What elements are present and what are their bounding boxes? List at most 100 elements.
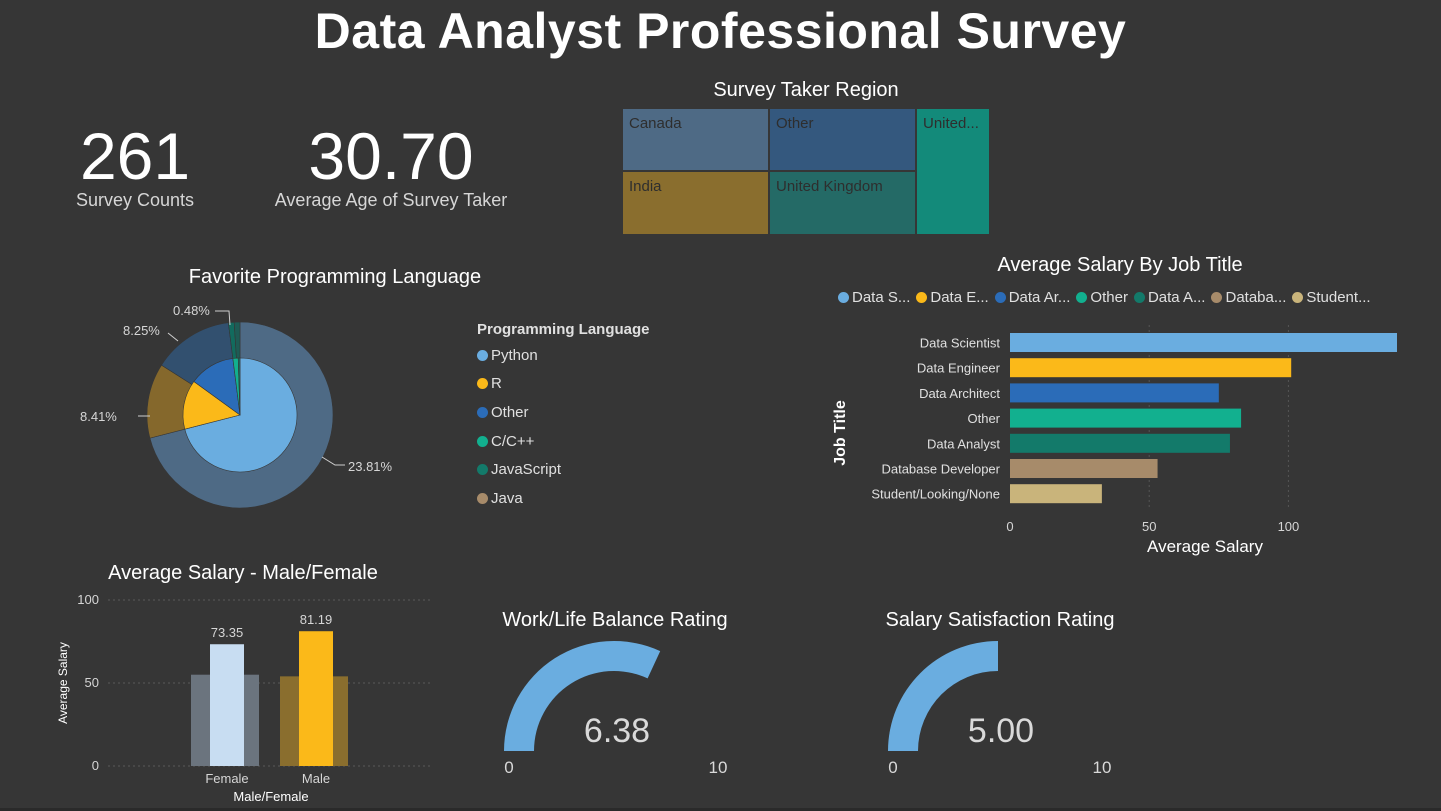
bar-data-analyst[interactable] [1010, 433, 1230, 453]
treemap-cell-canada[interactable]: Canada [622, 108, 769, 171]
bar-database-developer[interactable] [1010, 459, 1158, 478]
x-axis-title: Male/Female [233, 789, 308, 804]
pie-data-label: 23.81% [348, 459, 393, 474]
legend-dot-icon [477, 406, 488, 418]
treemap-label: Other [776, 115, 814, 132]
kpi-survey-count-card[interactable]: 261 Survey Counts [40, 118, 230, 211]
gauge-min-label: 0 [888, 758, 897, 777]
treemap-label: Canada [629, 115, 682, 132]
legend-item[interactable]: Data A... [1133, 289, 1205, 306]
legend-item-r[interactable]: R [477, 370, 677, 399]
gauge-fill [504, 641, 661, 751]
legend-item-c-cpp[interactable]: C/C++ [477, 427, 677, 456]
legend-label: Databa... [1225, 289, 1287, 306]
bottom-border [0, 808, 1441, 811]
x-tick-label: 100 [1278, 519, 1300, 534]
leader-line [167, 332, 179, 342]
job-title-chart-title: Average Salary By Job Title [997, 254, 1243, 276]
gender-salary-chart-title: Average Salary - Male/Female [108, 562, 378, 584]
pie-slice-python[interactable] [184, 357, 298, 473]
legend-label: Java [491, 489, 523, 507]
legend-item[interactable]: Databa... [1211, 289, 1286, 306]
legend-item-python[interactable]: Python [477, 341, 677, 370]
legend-dot-icon [916, 292, 928, 303]
job-title-bar-chart[interactable]: Data Scientist Data Engineer Data Architec… [820, 320, 1420, 560]
job-title-legend: Data S... Data E... Data Ar... Other Dat… [838, 289, 1371, 306]
treemap-cell-united-kingdom[interactable]: United Kingdom [769, 171, 916, 235]
legend-item-java[interactable]: Java [477, 484, 677, 513]
legend-dot-icon [477, 378, 488, 390]
pie-data-label: 8.25% [123, 323, 160, 338]
legend-dot-icon [1211, 292, 1223, 303]
x-tick-label: 0 [1006, 519, 1013, 534]
work-life-gauge[interactable]: 6.38 0 10 [490, 630, 750, 785]
category-label: Data Scientist [920, 336, 1001, 351]
legend-label: Data E... [930, 289, 989, 306]
legend-dot-icon [994, 292, 1006, 303]
legend-item-javascript[interactable]: JavaScript [477, 455, 677, 484]
legend-title: Programming Language [477, 321, 650, 338]
legend-item[interactable]: Data S... [838, 289, 910, 306]
kpi-label: Survey Counts [75, 190, 195, 210]
gauge-min-label: 0 [504, 758, 513, 777]
x-axis-title: Average Salary [1147, 537, 1263, 556]
bar-data-scientist[interactable] [1010, 333, 1397, 352]
bar-value-label: 73.35 [211, 625, 244, 640]
legend-dot-icon [1292, 292, 1304, 303]
bar-male[interactable] [299, 631, 333, 766]
legend-label: R [491, 375, 502, 393]
salary-satisfaction-gauge[interactable]: 5.00 0 10 [874, 630, 1134, 785]
legend-item-other[interactable]: Other [477, 398, 677, 427]
x-tick-label: Male [302, 771, 330, 786]
legend-item[interactable]: Data E... [916, 289, 989, 306]
treemap-cell-other[interactable]: Other [769, 108, 916, 171]
bar-data-engineer[interactable] [1010, 358, 1292, 378]
treemap-cell-india[interactable]: India [622, 171, 769, 235]
category-label: Data Architect [919, 386, 1000, 401]
region-treemap-title: Survey Taker Region [713, 79, 899, 101]
category-label: Student/Looking/None [871, 487, 1000, 502]
y-axis-title: Job Title [832, 400, 849, 466]
kpi-value: 261 [79, 119, 191, 193]
legend-item[interactable]: Other [1076, 289, 1128, 306]
gauge-fill [888, 641, 998, 751]
gauge-value: 5.00 [968, 712, 1034, 750]
legend-dot-icon [1133, 292, 1145, 303]
category-label: Database Developer [881, 462, 1000, 477]
legend-label: Other [1090, 289, 1128, 306]
pie-data-label: 0.48% [173, 303, 210, 318]
bar-other[interactable] [1010, 408, 1242, 428]
gender-salary-bar-chart[interactable]: 73.35 81.19 Average Salary 100 50 0 Femal… [40, 588, 440, 808]
salary-satisfaction-gauge-title: Salary Satisfaction Rating [885, 609, 1115, 631]
category-label: Data Engineer [917, 361, 1001, 376]
bar-value-label: 81.19 [300, 612, 333, 627]
legend-dot-icon [477, 349, 488, 361]
dashboard-title: Data Analyst Professional Survey [314, 3, 1127, 59]
bar-data-architect[interactable] [1010, 383, 1219, 403]
legend-label: Python [491, 346, 538, 364]
pie-slice-javascript[interactable] [237, 357, 241, 416]
kpi-average-age-card[interactable]: 30.70 Average Age of Survey Taker [262, 118, 520, 211]
gauge-max-label: 10 [709, 758, 728, 777]
language-pie-chart[interactable]: 23.81% 8.41% 8.25% 0.48% [60, 295, 440, 515]
bar-female[interactable] [210, 644, 244, 766]
legend-label: Data S... [852, 289, 911, 306]
x-tick-label: Female [205, 771, 248, 786]
treemap-label: United Kingdom [776, 178, 883, 195]
category-label: Other [967, 411, 1000, 426]
legend-item[interactable]: Data Ar... [994, 289, 1071, 306]
leader-line [215, 310, 231, 326]
legend-item[interactable]: Student... [1292, 289, 1371, 306]
treemap-cell-united-states[interactable]: United... [916, 108, 990, 235]
kpi-value: 30.70 [308, 119, 474, 193]
pie-data-label: 8.41% [80, 409, 117, 424]
legend-label: Data Ar... [1008, 289, 1071, 306]
y-tick-label: 100 [77, 592, 99, 607]
region-treemap[interactable]: Canada Other United... India United King… [622, 108, 990, 235]
leader-line [321, 456, 345, 466]
y-tick-label: 0 [92, 758, 99, 773]
language-pie-title: Favorite Programming Language [188, 266, 482, 288]
legend-dot-icon [1076, 292, 1088, 303]
bar-student-looking-none[interactable] [1010, 484, 1102, 504]
y-axis-title: Average Salary [56, 642, 70, 724]
